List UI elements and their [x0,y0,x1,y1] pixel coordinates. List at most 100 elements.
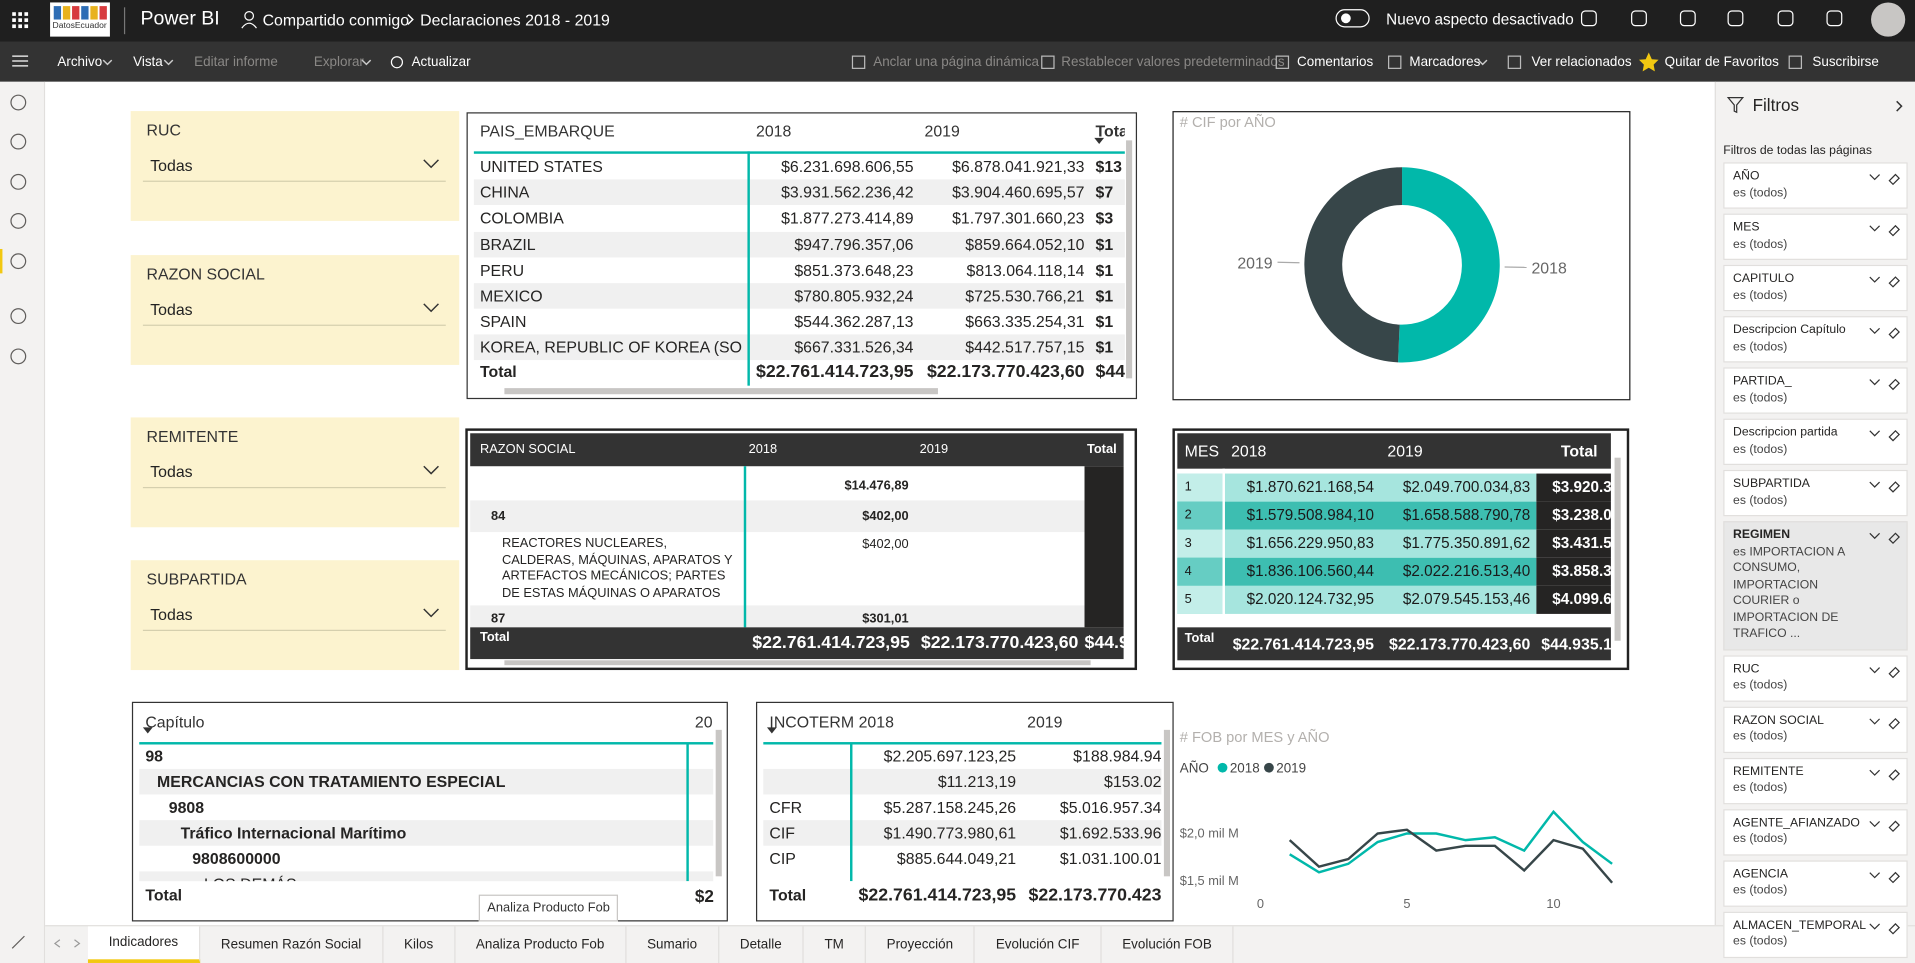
page-tab[interactable]: Analiza Producto Fob [455,926,627,963]
filter-state: es (todos) [1733,832,1788,846]
scrollbar [715,729,722,877]
breadcrumb[interactable]: Compartido conmigo [262,10,410,30]
tab-strip: Indicadores Resumen Razón Social Kilos Anal… [87,926,1234,963]
table-header [470,433,1124,467]
table-cell: $188.984.94 [1073,746,1162,766]
table-row [1177,529,1537,558]
filter-card[interactable]: AGENTE_AFIANZADO es (todos) [1723,808,1908,855]
table-cell: 5 [1184,591,1192,607]
table-cell: Total [1560,441,1598,461]
toolbar-button[interactable]: Suscribirse [1812,54,1879,70]
total-cell [1536,529,1611,558]
total-cell [1536,557,1611,586]
table-cell: $44 [1095,362,1125,383]
slicer-dropdown[interactable] [142,292,446,326]
header-underline [139,742,714,744]
filter-state: es (todos) [1733,186,1788,200]
toolbar-button[interactable]: Ver relacionados [1531,54,1632,70]
table-cell: KOREA, REPUBLIC OF KOREA (SOUTH) [479,338,743,357]
table-row [473,153,1125,180]
page-tab[interactable]: Indicadores [87,926,201,963]
filter-card[interactable]: AÑO es (todos) [1723,162,1908,209]
table-cell: 2019 [924,122,960,141]
table-cell: $5.287.158.245,26 [883,798,1017,817]
chevron-icon [1869,430,1881,437]
table-cell: $851.373.648,23 [794,260,914,280]
slicer-dropdown[interactable] [142,597,446,631]
table-cell: $2.079.545.153,46 [1402,590,1531,608]
toolbar-button[interactable]: Marcadores [1409,54,1481,70]
slicer-dropdown[interactable] [142,454,446,489]
scrollbar [504,388,938,395]
toolbar-button[interactable]: Actualizar [411,54,471,70]
toolbar-button[interactable]: Editar informe [194,54,278,70]
page-tab[interactable]: Evolución CIF [975,926,1102,963]
page-tab[interactable]: Evolución FOB [1101,926,1234,963]
table-cell: $1 [1095,286,1114,306]
total-row [470,627,1124,660]
toolbar-button[interactable]: Anclar una página dinámica [873,54,1040,70]
table-cell: 2018 [1231,441,1267,461]
filter-card[interactable]: Descripcion partida es (todos) [1723,418,1908,466]
toolbar-button[interactable]: Vista [133,54,163,70]
slicer-label: RUC [146,120,181,140]
table-cell: Tráfico Internacional Marítimo [180,823,407,843]
table-cell: $544.362.287,13 [794,312,914,331]
filter-card[interactable]: CAPITULO es (todos) [1723,264,1908,312]
filter-card-icons [1869,666,1900,678]
row-header-cell [1177,501,1224,530]
toolbar-button[interactable]: Explorar [313,54,364,70]
filter-name: RAZON SOCIAL [1733,713,1824,727]
pane-section: Filtros de todas las páginas [1723,144,1872,158]
table-cell: 2018 [748,441,778,457]
filter-card[interactable]: SUBPARTIDA es (todos) [1723,469,1908,517]
table-cell: 9808600000 [192,849,281,868]
table-cell: $1.836.106.560,44 [1246,562,1374,580]
toolbar-button[interactable]: Quitar de Favoritos [1664,54,1779,70]
clear-icon [1888,666,1900,678]
total-column [1084,466,1124,628]
table-cell: 2019 [1387,441,1423,461]
filter-card[interactable]: Descripcion Capítulo es (todos) [1723,316,1908,363]
page-tab[interactable]: Kilos [383,926,456,963]
table-row [470,532,1085,606]
breadcrumb[interactable]: Declaraciones 2018 - 2019 [420,10,610,30]
filter-card[interactable]: MES es (todos) [1723,213,1908,260]
filter-card[interactable]: RUC es (todos) [1723,654,1908,702]
toolbar-button[interactable]: Comentarios [1297,54,1374,70]
table-cell: CIF [769,823,796,843]
filter-card-icons [1869,819,1900,832]
table-cell: 2019 [1027,712,1063,732]
filter-card[interactable]: PARTIDA_ es (todos) [1723,367,1908,414]
table-cell: CHINA [479,183,530,202]
filter-state: es (todos) [1733,288,1788,303]
page-tab[interactable]: Detalle [719,926,804,963]
row-header-cell [1177,473,1224,502]
table-cell: BRAZIL [479,235,536,254]
page-tab[interactable]: TM [804,926,866,963]
filter-card[interactable]: ALMACEN_TEMPORAL es (todos) [1723,911,1908,958]
filter-card[interactable]: AGENCIA es (todos) [1723,859,1908,907]
chevron-icon [1869,820,1881,827]
page-tab[interactable]: Resumen Razón Social [200,926,384,963]
table-cell: $1.658.588.790,78 [1402,506,1531,524]
table-cell: $2.022.216.513,40 [1402,562,1531,580]
chart-frame [1172,111,1631,401]
filter-card[interactable]: REGIMEN es IMPORTACION A CONSUMO, IMPORTA… [1723,521,1908,650]
filter-card[interactable]: REMITENTE es (todos) [1723,757,1908,804]
toolbar-button[interactable]: Archivo [57,54,103,70]
filter-state: es (todos) [1733,391,1788,405]
table-cell: 3 [1184,535,1192,551]
page-tab[interactable]: Sumario [626,926,720,963]
table-cell: $859.664.052,10 [965,235,1085,254]
filter-state: es (todos) [1733,883,1788,898]
column-divider [743,466,746,628]
slicer-dropdown[interactable] [142,148,446,182]
table-cell: $663.335.254,31 [965,312,1085,331]
clear-icon [1888,819,1900,832]
toolbar-button[interactable]: Restablecer valores predeterminados [1061,54,1285,70]
filter-card[interactable]: RAZON SOCIAL es (todos) [1723,706,1908,753]
page-tab[interactable]: Proyección [866,926,976,963]
table-row [763,845,1162,872]
table-row [473,334,1125,361]
